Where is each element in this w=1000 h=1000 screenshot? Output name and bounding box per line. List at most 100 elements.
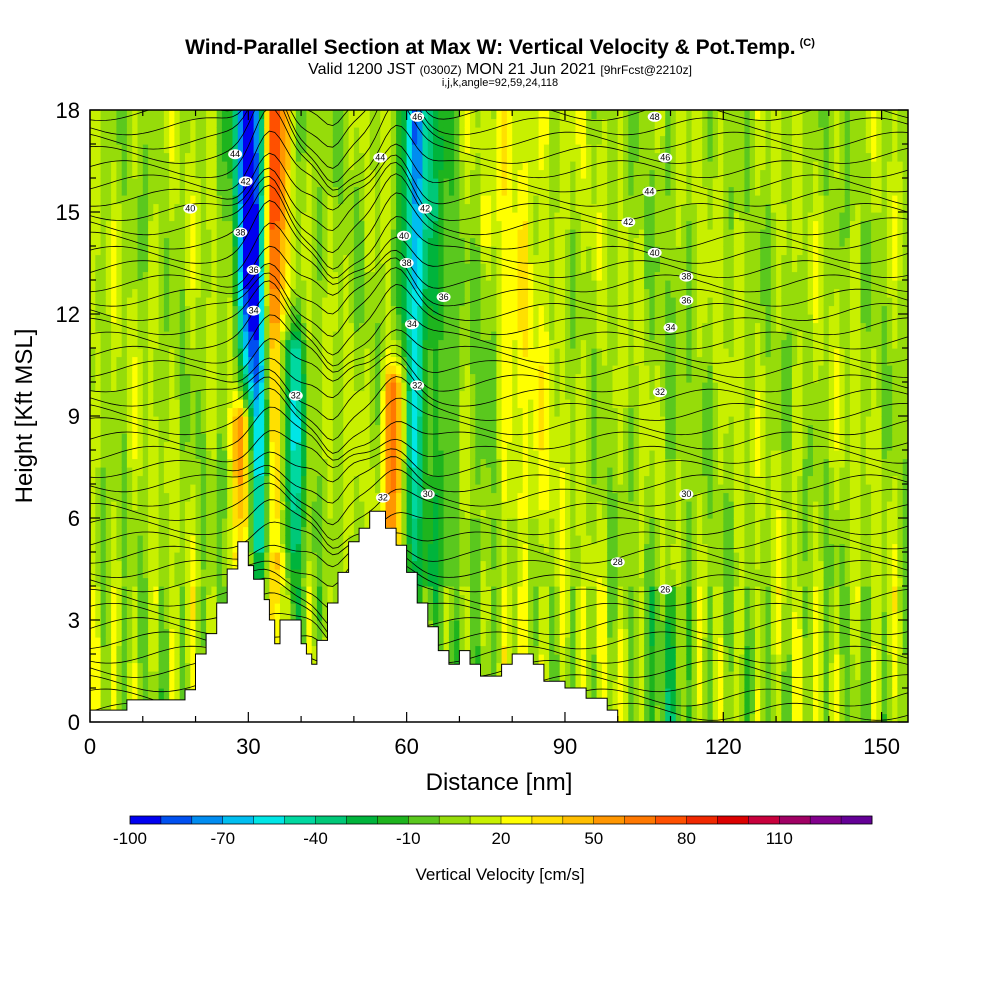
velocity-cell	[417, 229, 424, 239]
velocity-cell	[174, 373, 181, 383]
velocity-cell	[105, 237, 112, 247]
velocity-cell	[237, 237, 244, 247]
velocity-cell	[227, 144, 234, 154]
velocity-cell	[322, 594, 329, 604]
velocity-cell	[221, 560, 228, 570]
velocity-cell	[401, 288, 408, 298]
velocity-cell	[227, 441, 234, 451]
velocity-cell	[280, 586, 286, 596]
velocity-cell	[248, 314, 255, 324]
velocity-cell	[116, 611, 123, 621]
velocity-cell	[243, 518, 249, 528]
velocity-cell	[243, 110, 249, 120]
velocity-cell	[100, 288, 107, 298]
velocity-cell	[359, 475, 365, 485]
velocity-cell	[348, 407, 355, 417]
velocity-cell	[353, 212, 360, 222]
velocity-cell	[185, 288, 191, 298]
velocity-cell	[158, 450, 165, 460]
velocity-cell	[232, 110, 239, 120]
velocity-cell	[343, 552, 350, 562]
velocity-cell	[332, 169, 339, 179]
velocity-cell	[253, 246, 260, 256]
velocity-cell	[401, 152, 408, 162]
velocity-cell	[169, 441, 176, 451]
velocity-cell	[148, 339, 154, 349]
velocity-cell	[290, 356, 297, 366]
velocity-cell	[206, 416, 212, 426]
velocity-cell	[111, 348, 117, 358]
velocity-cell	[343, 509, 350, 519]
velocity-cell	[221, 152, 228, 162]
velocity-cell	[179, 110, 186, 120]
velocity-cell	[190, 178, 197, 188]
velocity-cell	[142, 662, 149, 672]
velocity-cell	[227, 373, 234, 383]
velocity-cell	[95, 654, 102, 664]
velocity-cell	[369, 220, 376, 230]
velocity-cell	[163, 569, 170, 579]
velocity-cell	[364, 475, 371, 485]
velocity-cell	[248, 118, 255, 128]
velocity-cell	[153, 688, 160, 698]
velocity-cell	[338, 535, 344, 545]
velocity-cell	[243, 416, 249, 426]
velocity-cell	[375, 382, 381, 392]
velocity-cell	[411, 467, 418, 477]
velocity-cell	[301, 407, 307, 417]
velocity-cell	[211, 135, 218, 145]
velocity-cell	[148, 484, 154, 494]
velocity-cell	[443, 348, 450, 358]
velocity-cell	[227, 322, 234, 332]
velocity-cell	[90, 254, 96, 264]
velocity-cell	[258, 169, 265, 179]
velocity-cell	[190, 365, 197, 375]
velocity-cell	[417, 322, 424, 332]
velocity-cell	[132, 662, 139, 672]
velocity-cell	[380, 467, 387, 477]
velocity-cell	[142, 450, 149, 460]
velocity-cell	[316, 620, 323, 630]
velocity-cell	[338, 110, 344, 120]
velocity-cell	[211, 118, 218, 128]
velocity-cell	[295, 399, 302, 409]
velocity-cell	[132, 637, 139, 647]
velocity-cell	[206, 526, 212, 536]
velocity-cell	[174, 543, 181, 553]
velocity-cell	[200, 382, 207, 392]
velocity-cell	[433, 220, 439, 230]
velocity-cell	[327, 246, 334, 256]
velocity-cell	[116, 679, 123, 689]
velocity-cell	[311, 611, 318, 621]
velocity-cell	[396, 467, 402, 477]
velocity-cell	[401, 178, 408, 188]
velocity-cell	[200, 110, 207, 120]
velocity-cell	[132, 509, 139, 519]
velocity-cell	[90, 705, 96, 715]
velocity-cell	[390, 203, 397, 213]
velocity-cell	[401, 314, 408, 324]
velocity-cell	[269, 314, 276, 324]
velocity-cell	[95, 611, 102, 621]
velocity-cell	[411, 212, 418, 222]
velocity-cell	[121, 535, 128, 545]
velocity-cell	[422, 178, 429, 188]
velocity-cell	[100, 645, 107, 655]
velocity-cell	[148, 416, 154, 426]
velocity-cell	[142, 237, 149, 247]
velocity-cell	[448, 560, 455, 570]
velocity-cell	[121, 594, 128, 604]
velocity-cell	[243, 144, 249, 154]
velocity-cell	[385, 178, 392, 188]
velocity-cell	[348, 382, 355, 392]
velocity-cell	[406, 535, 413, 545]
velocity-cell	[274, 373, 281, 383]
velocity-cell	[132, 441, 139, 451]
velocity-cell	[243, 433, 249, 443]
velocity-cell	[174, 560, 181, 570]
velocity-cell	[264, 186, 271, 196]
velocity-cell	[396, 322, 402, 332]
velocity-cell	[221, 475, 228, 485]
velocity-cell	[258, 484, 265, 494]
velocity-cell	[364, 152, 371, 162]
